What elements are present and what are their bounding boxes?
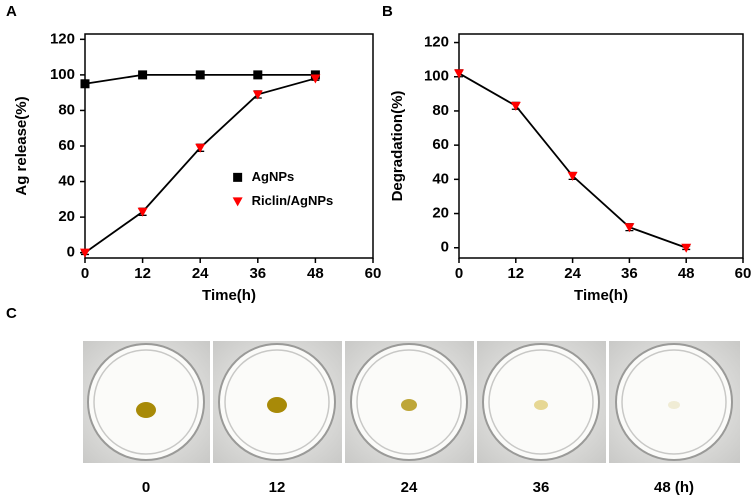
y-tick-label: 100 <box>50 66 75 83</box>
y-tick-label: 80 <box>432 102 449 119</box>
y-tick-label: 20 <box>432 205 449 222</box>
series-line <box>84 77 316 254</box>
marker <box>137 207 148 217</box>
legend-marker <box>232 197 243 207</box>
panel-label: C <box>6 305 17 322</box>
y-tick-label: 40 <box>432 170 449 187</box>
x-tick-label: 48 <box>307 265 324 282</box>
marker <box>510 101 521 111</box>
marker <box>195 70 205 80</box>
photo-label: 0 <box>142 479 150 496</box>
photo <box>345 341 474 463</box>
y-axis-title: Degradation(%) <box>389 91 406 202</box>
x-tick-label: 48 <box>678 265 695 282</box>
marker <box>567 171 578 181</box>
marker <box>80 248 90 258</box>
legend-label: Riclin/AgNPs <box>252 193 334 208</box>
series-line <box>458 72 687 249</box>
marker <box>454 69 464 79</box>
x-tick-label: 0 <box>455 265 463 282</box>
photo-panel <box>83 341 740 463</box>
y-tick-label: 40 <box>58 173 75 190</box>
plot-frame <box>458 33 744 259</box>
y-tick-label: 20 <box>58 208 75 225</box>
y-tick-label: 0 <box>441 239 449 256</box>
y-tick-label: 120 <box>424 34 449 51</box>
x-axis-title: Time(h) <box>202 287 256 304</box>
legend-label: AgNPs <box>252 169 295 184</box>
marker <box>310 74 321 84</box>
photo <box>83 341 210 463</box>
plot-frame <box>84 33 374 259</box>
marker <box>80 79 90 89</box>
photo-label: 48 (h) <box>654 479 694 496</box>
y-tick-label: 0 <box>67 244 75 261</box>
marker <box>138 70 148 80</box>
x-tick-label: 12 <box>507 265 524 282</box>
y-tick-label: 60 <box>432 136 449 153</box>
marker <box>195 143 206 153</box>
y-tick-label: 100 <box>424 68 449 85</box>
photo <box>477 341 606 463</box>
y-tick-label: 60 <box>58 137 75 154</box>
marker <box>624 223 635 233</box>
legend-marker <box>233 172 243 182</box>
x-axis-title: Time(h) <box>574 287 628 304</box>
marker <box>253 70 263 80</box>
x-tick-label: 60 <box>365 265 382 282</box>
y-tick-label: 80 <box>58 101 75 118</box>
panel-label: B <box>382 3 393 20</box>
marker <box>252 90 263 100</box>
photo <box>213 341 342 463</box>
x-tick-label: 60 <box>735 265 752 282</box>
photo-label: 24 <box>401 479 418 496</box>
photo-label: 12 <box>269 479 286 496</box>
x-tick-label: 36 <box>621 265 638 282</box>
x-tick-label: 24 <box>564 265 581 282</box>
photo <box>609 341 740 463</box>
y-axis-title: Ag release(%) <box>13 96 30 195</box>
photo-label: 36 <box>533 479 550 496</box>
y-tick-label: 120 <box>50 30 75 47</box>
x-tick-label: 0 <box>81 265 89 282</box>
panel-label: A <box>6 3 17 20</box>
marker <box>681 243 692 253</box>
x-tick-label: 24 <box>192 265 209 282</box>
x-tick-label: 12 <box>134 265 151 282</box>
x-tick-label: 36 <box>249 265 266 282</box>
